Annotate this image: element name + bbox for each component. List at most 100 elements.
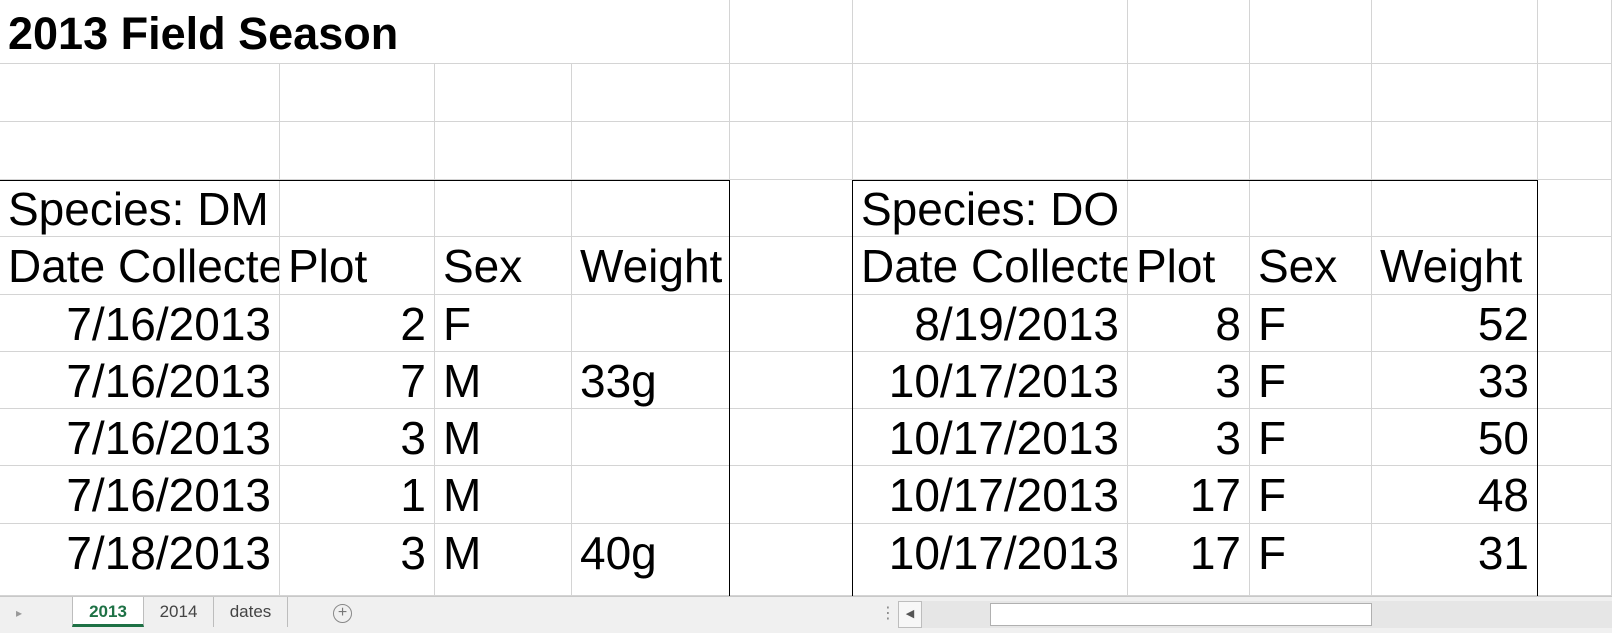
table-cell[interactable]: 31 (1372, 524, 1538, 596)
empty-cell[interactable] (1538, 295, 1612, 352)
empty-cell[interactable] (730, 409, 853, 466)
empty-cell[interactable] (1372, 180, 1538, 237)
empty-cell[interactable] (1128, 122, 1250, 180)
empty-cell[interactable] (1250, 180, 1372, 237)
empty-cell[interactable] (853, 122, 1128, 180)
table-cell[interactable]: 7/16/2013 (0, 352, 280, 409)
column-header-plot[interactable]: Plot (280, 237, 435, 295)
empty-cell[interactable] (853, 0, 1128, 64)
empty-cell[interactable] (1538, 180, 1612, 237)
tab-2014[interactable]: 2014 (144, 597, 214, 627)
empty-cell[interactable] (1372, 122, 1538, 180)
table-cell[interactable]: 52 (1372, 295, 1538, 352)
empty-cell[interactable] (572, 180, 730, 237)
empty-cell[interactable] (280, 64, 435, 122)
empty-cell[interactable] (572, 0, 730, 64)
scroll-left-icon[interactable]: ◀ (898, 601, 922, 628)
table-cell[interactable]: 2 (280, 295, 435, 352)
empty-cell[interactable] (572, 122, 730, 180)
column-header-sex[interactable]: Sex (1250, 237, 1372, 295)
table-cell[interactable] (572, 409, 730, 466)
empty-cell[interactable] (730, 295, 853, 352)
empty-cell[interactable] (1538, 466, 1612, 524)
table-cell[interactable]: F (1250, 524, 1372, 596)
table-cell[interactable]: F (1250, 466, 1372, 524)
table-cell[interactable]: 7/16/2013 (0, 409, 280, 466)
table-cell[interactable] (572, 466, 730, 524)
empty-cell[interactable] (1538, 122, 1612, 180)
empty-cell[interactable] (1538, 237, 1612, 295)
column-header-date-collected[interactable]: Date Collected (0, 237, 280, 295)
empty-cell[interactable] (0, 122, 280, 180)
column-header-weight[interactable]: Weight (572, 237, 730, 295)
table-cell[interactable]: F (1250, 295, 1372, 352)
empty-cell[interactable] (1250, 122, 1372, 180)
table-cell[interactable]: 17 (1128, 466, 1250, 524)
empty-cell[interactable] (435, 64, 572, 122)
table-cell[interactable]: F (435, 295, 572, 352)
table-cell[interactable] (572, 295, 730, 352)
species-label[interactable]: Species: DM (0, 180, 280, 237)
empty-cell[interactable] (853, 64, 1128, 122)
table-cell[interactable]: 7/16/2013 (0, 466, 280, 524)
empty-cell[interactable] (730, 0, 853, 64)
table-cell[interactable]: F (1250, 352, 1372, 409)
empty-cell[interactable] (0, 64, 280, 122)
tab-2013[interactable]: 2013 (72, 597, 144, 627)
scrollbar-thumb[interactable] (990, 603, 1372, 626)
column-header-date-collected[interactable]: Date Collected (853, 237, 1128, 295)
empty-cell[interactable] (1372, 0, 1538, 64)
empty-cell[interactable] (730, 524, 853, 596)
table-cell[interactable]: 10/17/2013 (853, 524, 1128, 596)
spreadsheet-grid[interactable]: 2013 Field Season Species: DM Date Collect… (0, 0, 1612, 596)
table-cell[interactable]: 3 (280, 524, 435, 596)
empty-cell[interactable] (1538, 352, 1612, 409)
table-cell[interactable]: 10/17/2013 (853, 352, 1128, 409)
table-cell[interactable]: M (435, 524, 572, 596)
empty-cell[interactable] (1128, 64, 1250, 122)
table-cell[interactable]: F (1250, 409, 1372, 466)
vertical-dots-icon[interactable]: ⋮ (880, 605, 896, 622)
empty-cell[interactable] (435, 122, 572, 180)
table-cell[interactable]: 3 (280, 409, 435, 466)
empty-cell[interactable] (435, 180, 572, 237)
column-header-plot[interactable]: Plot (1128, 237, 1250, 295)
empty-cell[interactable] (572, 64, 730, 122)
empty-cell[interactable] (1538, 524, 1612, 596)
empty-cell[interactable] (730, 352, 853, 409)
empty-cell[interactable] (730, 180, 853, 237)
empty-cell[interactable] (1538, 409, 1612, 466)
empty-cell[interactable] (730, 122, 853, 180)
empty-cell[interactable] (1372, 64, 1538, 122)
table-cell[interactable]: M (435, 409, 572, 466)
empty-cell[interactable] (1128, 0, 1250, 64)
table-cell[interactable]: 7 (280, 352, 435, 409)
table-cell[interactable]: 10/17/2013 (853, 409, 1128, 466)
empty-cell[interactable] (1250, 0, 1372, 64)
table-cell[interactable]: M (435, 352, 572, 409)
table-cell[interactable]: 3 (1128, 409, 1250, 466)
tab-dates[interactable]: dates (214, 597, 288, 627)
table-cell[interactable]: 3 (1128, 352, 1250, 409)
empty-cell[interactable] (280, 122, 435, 180)
table-cell[interactable]: 7/18/2013 (0, 524, 280, 596)
table-cell[interactable]: 10/17/2013 (853, 466, 1128, 524)
table-cell[interactable]: 7/16/2013 (0, 295, 280, 352)
table-cell[interactable]: 33g (572, 352, 730, 409)
table-cell[interactable]: 33 (1372, 352, 1538, 409)
empty-cell[interactable] (730, 64, 853, 122)
table-cell[interactable]: M (435, 466, 572, 524)
empty-cell[interactable] (280, 180, 435, 237)
table-cell[interactable]: 8 (1128, 295, 1250, 352)
horizontal-scrollbar[interactable]: ◀ (898, 601, 1612, 628)
page-title[interactable]: 2013 Field Season (0, 0, 572, 64)
sheet-nav-arrow-icon[interactable]: ▸ (16, 606, 23, 620)
column-header-sex[interactable]: Sex (435, 237, 572, 295)
species-label[interactable]: Species: DO (853, 180, 1128, 237)
column-header-weight[interactable]: Weight (1372, 237, 1538, 295)
table-cell[interactable]: 17 (1128, 524, 1250, 596)
empty-cell[interactable] (730, 237, 853, 295)
empty-cell[interactable] (1128, 180, 1250, 237)
table-cell[interactable]: 50 (1372, 409, 1538, 466)
empty-cell[interactable] (730, 466, 853, 524)
